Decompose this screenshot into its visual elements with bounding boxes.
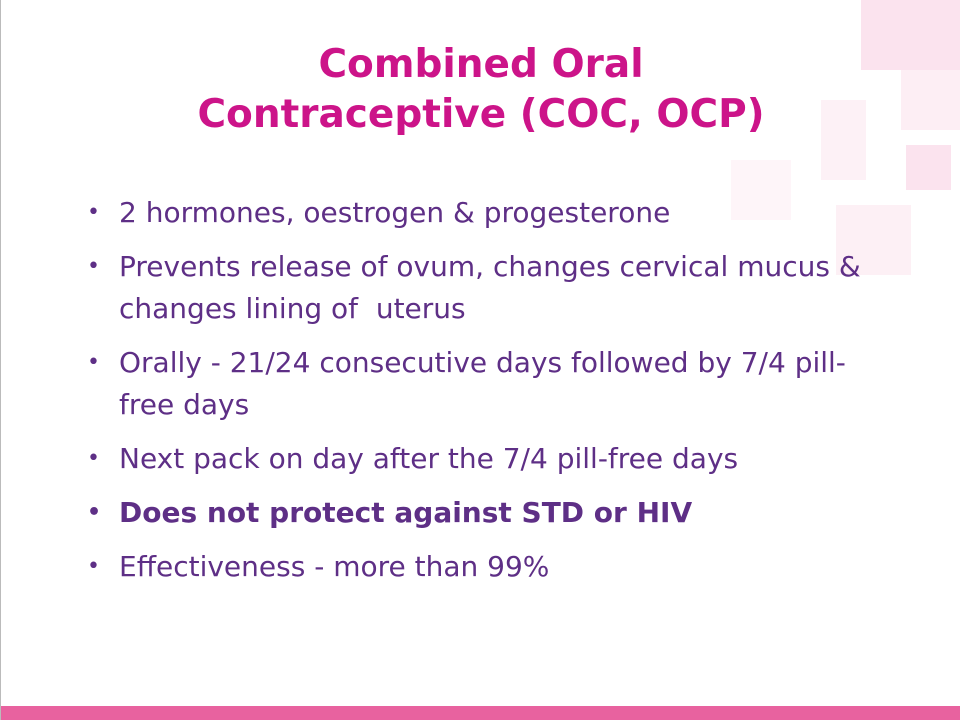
bullet: Effectiveness - more than 99% [83, 546, 873, 588]
bullet: Does not protect against STD or HIV [83, 492, 873, 534]
decor-square [861, 0, 960, 70]
title-line: Combined Oral [318, 42, 644, 87]
decor-square [821, 100, 866, 180]
bullet: Next pack on day after the 7/4 pill-free… [83, 438, 873, 480]
bullet: 2 hormones, oestrogen & progesterone [83, 192, 873, 234]
bullet: Prevents release of ovum, changes cervic… [83, 246, 873, 330]
decor-square [906, 145, 951, 190]
decor-square [901, 70, 960, 130]
title-line: Contraceptive (COC, OCP) [197, 92, 765, 137]
slide-title: Combined Oral Contraceptive (COC, OCP) [1, 40, 960, 140]
bullet: Orally - 21/24 consecutive days followed… [83, 342, 873, 426]
footer-bar [1, 706, 960, 720]
bullet-list: 2 hormones, oestrogen & progesterone Pre… [83, 192, 873, 600]
